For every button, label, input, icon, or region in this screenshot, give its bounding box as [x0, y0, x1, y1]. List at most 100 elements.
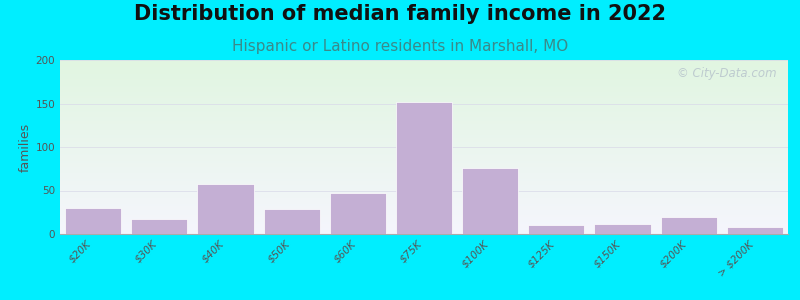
Bar — [60, 89, 788, 90]
Bar — [60, 118, 788, 119]
Bar — [60, 132, 788, 133]
Bar — [60, 224, 788, 225]
Bar — [65, 208, 122, 234]
Bar — [60, 127, 788, 128]
Bar — [60, 190, 788, 191]
Bar — [60, 146, 788, 147]
Bar — [60, 205, 788, 206]
Bar — [60, 148, 788, 149]
Bar — [60, 138, 788, 139]
Bar — [60, 182, 788, 183]
Bar — [60, 64, 788, 66]
Bar — [60, 198, 788, 199]
Bar — [60, 162, 788, 163]
Bar — [60, 200, 788, 202]
Bar — [60, 95, 788, 96]
Bar — [60, 184, 788, 185]
Bar — [60, 133, 788, 134]
Bar — [60, 156, 788, 158]
Bar — [60, 159, 788, 160]
Bar — [60, 100, 788, 102]
Bar — [60, 178, 788, 179]
Bar — [60, 220, 788, 221]
Bar — [60, 185, 788, 186]
Bar — [60, 167, 788, 168]
Bar — [60, 153, 788, 154]
Bar — [60, 145, 788, 146]
Bar — [60, 90, 788, 91]
Bar — [60, 164, 788, 166]
Bar — [60, 149, 788, 151]
Bar — [594, 224, 650, 234]
Bar — [60, 207, 788, 208]
Bar — [60, 188, 788, 189]
Bar — [60, 87, 788, 88]
Bar — [60, 151, 788, 152]
Bar — [60, 66, 788, 67]
Bar — [60, 142, 788, 143]
Bar — [60, 233, 788, 234]
Bar — [60, 123, 788, 124]
Bar — [60, 77, 788, 79]
Bar — [60, 228, 788, 230]
Bar — [60, 83, 788, 84]
Bar — [60, 80, 788, 81]
Bar — [60, 196, 788, 197]
Bar — [60, 99, 788, 101]
Bar — [263, 209, 320, 234]
Text: Distribution of median family income in 2022: Distribution of median family income in … — [134, 4, 666, 25]
Bar — [60, 102, 788, 103]
Bar — [60, 183, 788, 184]
Bar — [60, 211, 788, 212]
Bar — [60, 73, 788, 74]
Y-axis label: families: families — [18, 122, 31, 172]
Bar — [60, 116, 788, 117]
Bar — [60, 181, 788, 182]
Bar — [60, 219, 788, 220]
Bar — [60, 110, 788, 111]
Bar — [60, 139, 788, 140]
Bar — [330, 193, 386, 234]
Bar — [60, 105, 788, 106]
Bar — [60, 79, 788, 80]
Bar — [60, 91, 788, 92]
Bar — [60, 106, 788, 108]
Bar — [462, 168, 518, 234]
Bar — [60, 204, 788, 205]
Bar — [131, 219, 187, 234]
Bar — [60, 189, 788, 190]
Bar — [60, 135, 788, 136]
Bar — [60, 108, 788, 109]
Bar — [60, 109, 788, 110]
Bar — [60, 221, 788, 222]
Bar — [60, 141, 788, 142]
Text: © City-Data.com: © City-Data.com — [678, 67, 777, 80]
Bar — [60, 177, 788, 178]
Bar — [60, 227, 788, 228]
Bar — [60, 62, 788, 64]
Bar — [60, 69, 788, 70]
Bar — [528, 225, 585, 234]
Bar — [198, 184, 254, 234]
Bar — [60, 232, 788, 233]
Bar — [60, 192, 788, 194]
Bar — [60, 75, 788, 76]
Bar — [60, 126, 788, 127]
Bar — [60, 97, 788, 98]
Bar — [60, 171, 788, 172]
Bar — [60, 128, 788, 130]
Bar — [60, 136, 788, 138]
Bar — [60, 230, 788, 232]
Bar — [60, 61, 788, 62]
Bar — [60, 119, 788, 120]
Bar — [60, 212, 788, 213]
Bar — [60, 125, 788, 126]
Bar — [60, 222, 788, 224]
Bar — [60, 85, 788, 87]
Bar — [60, 202, 788, 203]
Bar — [60, 88, 788, 89]
Bar — [60, 203, 788, 204]
Bar — [60, 191, 788, 192]
Bar — [60, 140, 788, 141]
Bar — [60, 215, 788, 217]
